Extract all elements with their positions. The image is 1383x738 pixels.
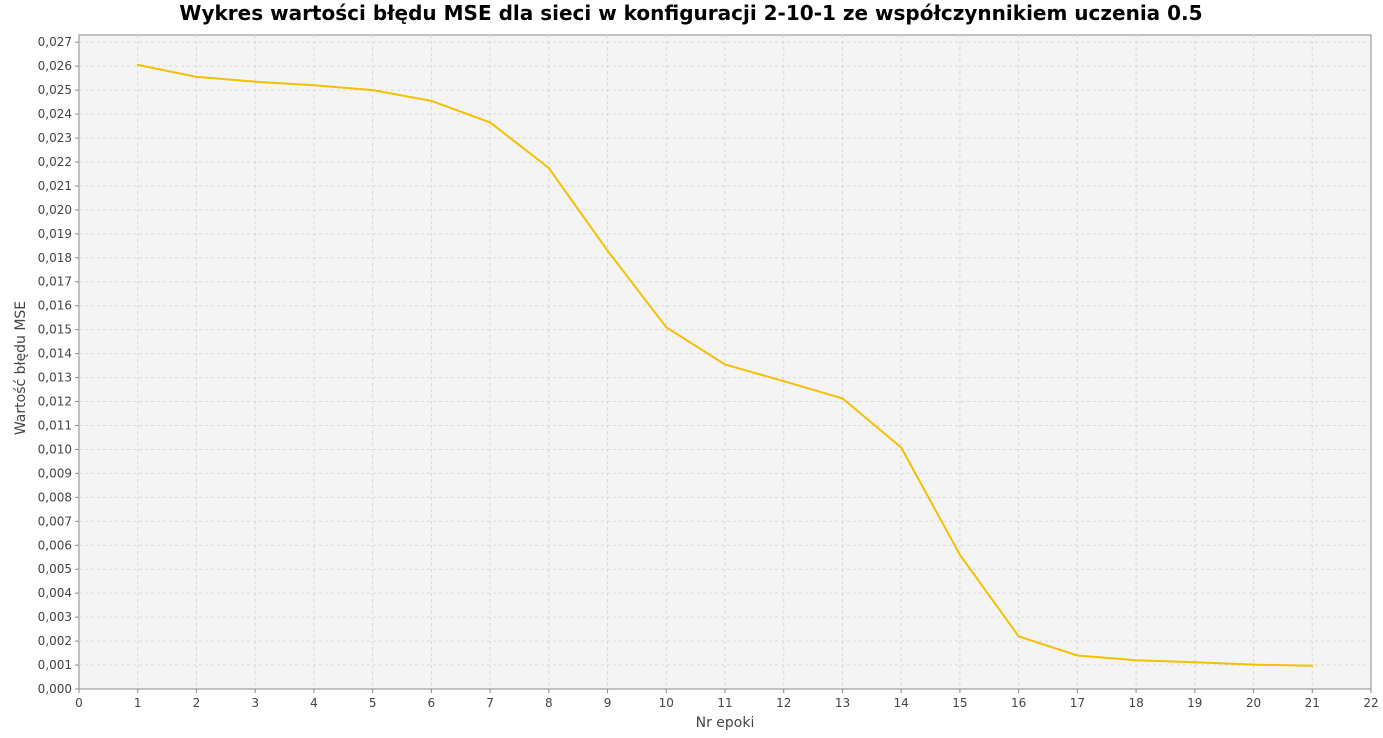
y-tick-label: 0,017 (38, 275, 72, 289)
x-tick-label: 1 (134, 696, 142, 710)
data-point (841, 397, 844, 400)
x-tick-label: 7 (486, 696, 494, 710)
y-tick-label: 0,008 (38, 490, 72, 504)
y-tick-label: 0,003 (38, 610, 72, 624)
x-tick-label: 10 (659, 696, 674, 710)
y-tick-label: 0,023 (38, 131, 72, 145)
data-point (1193, 661, 1196, 664)
y-tick-label: 0,018 (38, 251, 72, 265)
y-tick-label: 0,021 (38, 179, 72, 193)
x-tick-label: 20 (1246, 696, 1261, 710)
x-tick-label: 5 (369, 696, 377, 710)
x-tick-label: 13 (835, 696, 850, 710)
x-tick-label: 4 (310, 696, 318, 710)
y-tick-label: 0,002 (38, 634, 72, 648)
x-axis-label: Nr epoki (696, 715, 755, 731)
x-tick-label: 15 (952, 696, 967, 710)
y-tick-label: 0,025 (38, 83, 72, 97)
y-tick-label: 0,010 (38, 442, 72, 456)
x-tick-label: 18 (1128, 696, 1143, 710)
x-tick-label: 11 (717, 696, 732, 710)
y-tick-label: 0,020 (38, 203, 72, 217)
data-point (782, 380, 785, 383)
data-point (430, 99, 433, 102)
data-point (1135, 659, 1138, 662)
x-tick-label: 2 (193, 696, 201, 710)
data-point (958, 553, 961, 556)
y-tick-label: 0,009 (38, 466, 72, 480)
y-tick-label: 0,024 (38, 107, 72, 121)
y-tick-label: 0,004 (38, 586, 72, 600)
x-tick-label: 9 (604, 696, 612, 710)
grid-lines (79, 35, 1371, 689)
data-point (136, 63, 139, 66)
data-point (665, 326, 668, 329)
y-tick-label: 0,014 (38, 347, 72, 361)
x-tick-label: 3 (251, 696, 259, 710)
x-tick-label: 22 (1363, 696, 1378, 710)
x-tick-label: 6 (428, 696, 436, 710)
x-tick-label: 12 (776, 696, 791, 710)
y-tick-label: 0,007 (38, 514, 72, 528)
data-point (195, 75, 198, 78)
y-tick-label: 0,013 (38, 371, 72, 385)
data-point (312, 84, 315, 87)
x-tick-label: 8 (545, 696, 553, 710)
data-point (1252, 663, 1255, 666)
y-tick-label: 0,006 (38, 538, 72, 552)
data-point (900, 446, 903, 449)
x-tick-label: 17 (1070, 696, 1085, 710)
y-tick-label: 0,012 (38, 395, 72, 409)
data-point (254, 80, 257, 83)
x-tick-label: 21 (1305, 696, 1320, 710)
y-tick-label: 0,027 (38, 35, 72, 49)
data-point (1311, 664, 1314, 667)
x-tick-label: 16 (1011, 696, 1026, 710)
data-point (1017, 635, 1020, 638)
chart-title: Wykres wartości błędu MSE dla sieci w ko… (179, 1, 1202, 25)
data-point (547, 166, 550, 169)
y-tick-label: 0,000 (38, 682, 72, 696)
y-tick-label: 0,011 (38, 418, 72, 432)
axis-ticks: 0,000 0,001 0,002 0,003 0,004 0,005 0,006 0,007… (38, 35, 1379, 710)
y-tick-label: 0,005 (38, 562, 72, 576)
series-layer (136, 63, 1314, 667)
y-tick-label: 0,019 (38, 227, 72, 241)
data-point (1076, 654, 1079, 657)
data-point (606, 249, 609, 252)
data-point (371, 89, 374, 92)
y-tick-label: 0,022 (38, 155, 72, 169)
y-tick-label: 0,015 (38, 323, 72, 337)
x-tick-label: 14 (894, 696, 909, 710)
y-axis-label: Wartość błędu MSE (13, 301, 29, 435)
x-tick-label: 0 (75, 696, 83, 710)
y-tick-label: 0,001 (38, 658, 72, 672)
data-point (724, 363, 726, 366)
y-tick-label: 0,016 (38, 299, 72, 313)
data-point (489, 121, 492, 124)
y-tick-label: 0,026 (38, 59, 72, 73)
x-tick-label: 19 (1187, 696, 1202, 710)
